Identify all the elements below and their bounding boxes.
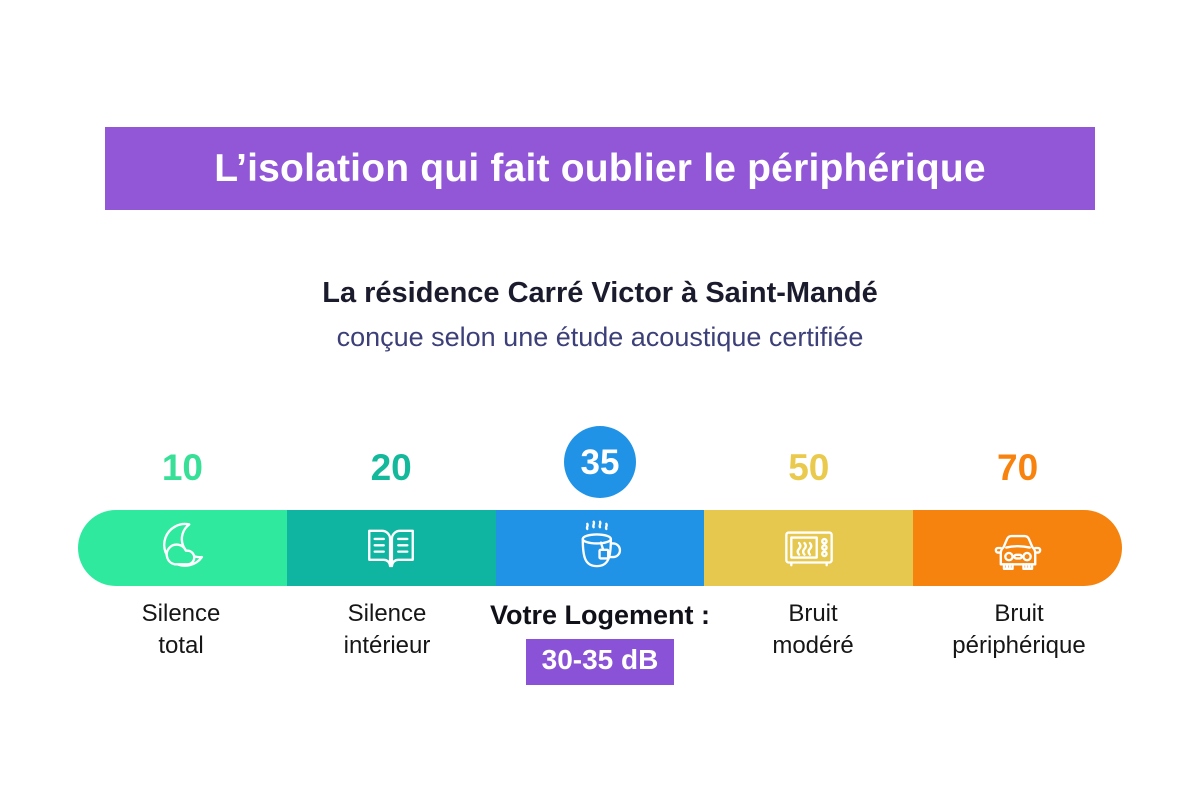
scale-value-50: 50 (788, 447, 830, 488)
label-votre-logement: Votre Logement : 30-35 dB (490, 598, 710, 685)
scale-labels-row: Silence total Silence intérieur Votre Lo… (78, 598, 1122, 685)
page-title: L’isolation qui fait oublier le périphér… (214, 146, 986, 190)
segment-silence-interieur (286, 510, 496, 586)
teacup-icon (571, 519, 629, 577)
segment-bruit-modere (704, 510, 914, 586)
label-silence-interieur: Silence intérieur (343, 600, 431, 659)
decibel-badge: 30-35 dB (525, 638, 675, 685)
intro-text: La résidence Carré Victor à Saint-Mandé … (0, 277, 1200, 353)
scale-value-35-highlight-circle: 35 (563, 426, 636, 498)
moon-cloud-icon (153, 519, 211, 577)
scale-value-10: 10 (161, 447, 203, 488)
segment-votre-logement (495, 510, 705, 586)
decibel-scale: 10 20 35 50 70 (78, 422, 1122, 685)
noise-level-bar (78, 510, 1122, 586)
segment-bruit-peripherique (913, 510, 1122, 586)
open-book-icon (362, 519, 420, 577)
residence-subtitle: conçue selon une étude acoustique certif… (336, 322, 864, 352)
microwave-icon (780, 519, 838, 577)
scale-value-70: 70 (997, 447, 1039, 488)
car-icon (989, 519, 1047, 577)
label-silence-total: Silence total (141, 600, 221, 659)
residence-title: La résidence Carré Victor à Saint-Mandé (322, 277, 878, 309)
scale-value-20: 20 (370, 447, 412, 488)
scale-values-row: 10 20 35 50 70 (78, 422, 1122, 498)
label-bruit-peripherique: Bruit périphérique (952, 600, 1086, 659)
segment-silence-total (78, 510, 287, 586)
banner: L’isolation qui fait oublier le périphér… (105, 127, 1095, 210)
label-bruit-modere: Bruit modéré (772, 600, 854, 659)
